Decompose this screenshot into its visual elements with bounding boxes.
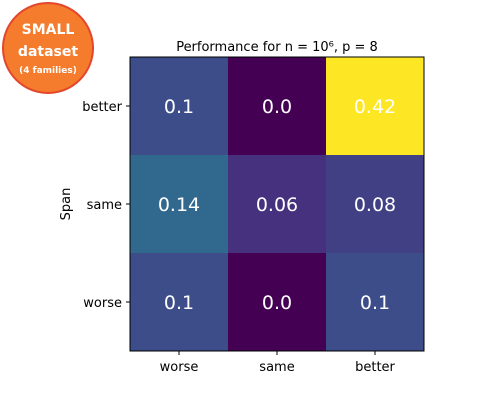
y-axis-ticks: better same worse xyxy=(82,100,130,311)
heatmap-cell xyxy=(228,57,326,155)
heatmap-cell xyxy=(130,155,228,253)
cell-value-label: 0.1 xyxy=(164,96,194,118)
heatmap-cell-labels: 0.1 0.0 0.42 0.14 0.06 0.08 0.1 0.0 0.1 xyxy=(158,96,396,314)
y-tick-label: better xyxy=(82,100,122,115)
heatmap-cell xyxy=(326,155,424,253)
cell-value-label: 0.0 xyxy=(262,292,292,314)
heatmap-cell xyxy=(326,57,424,155)
heatmap-cell xyxy=(130,253,228,351)
cell-value-label: 0.1 xyxy=(360,292,390,314)
cell-value-label: 0.08 xyxy=(354,194,396,216)
heatmap-cell xyxy=(130,57,228,155)
y-tick-label: same xyxy=(87,198,122,213)
cell-value-label: 0.42 xyxy=(354,96,396,118)
cell-value-label: 0.0 xyxy=(262,96,292,118)
badge-size-label: SMALL xyxy=(21,22,75,38)
x-axis-ticks: worse same better xyxy=(160,351,396,375)
heatmap-cell xyxy=(326,253,424,351)
y-tick-label: worse xyxy=(83,296,122,311)
badge-families-label: (4 families) xyxy=(19,66,77,76)
cell-value-label: 0.1 xyxy=(164,292,194,314)
x-tick-label: same xyxy=(259,360,294,375)
dataset-size-badge: SMALL dataset (4 families) xyxy=(2,2,94,94)
heatmap-cell xyxy=(228,155,326,253)
chart-title: Performance for n = 10⁶, p = 8 xyxy=(176,40,378,55)
heatmap-cell xyxy=(228,253,326,351)
x-tick-label: better xyxy=(355,360,395,375)
heatmap-cells xyxy=(130,57,424,351)
x-tick-label: worse xyxy=(160,360,199,375)
y-axis-label: Span xyxy=(59,188,74,221)
badge-dataset-label: dataset xyxy=(17,44,79,60)
cell-value-label: 0.14 xyxy=(158,194,200,216)
cell-value-label: 0.06 xyxy=(256,194,298,216)
